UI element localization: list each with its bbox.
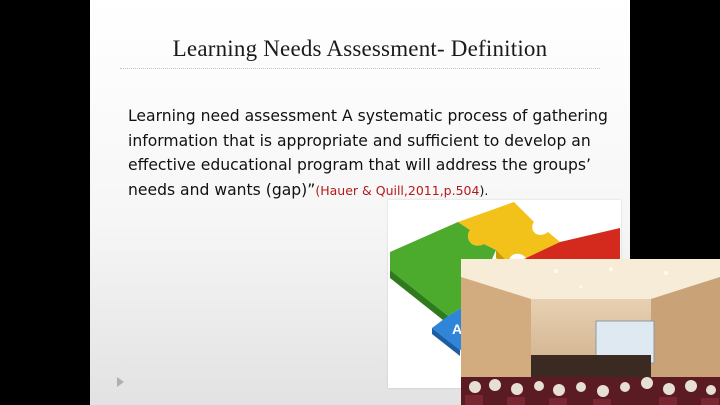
citation-tail: ). <box>479 182 489 198</box>
webcam-overlay <box>461 259 720 405</box>
definition-text: Learning need assessment A systematic pr… <box>128 104 616 203</box>
yellow-puzzle-piece <box>458 202 560 264</box>
title-divider <box>120 68 600 69</box>
next-slide-arrow-icon[interactable] <box>117 377 124 387</box>
definition-body: Learning need assessment A systematic pr… <box>128 107 608 199</box>
presentation-slide: Learning Needs Assessment- Definition Le… <box>90 0 630 405</box>
puzzle-piece-letter: A <box>452 321 462 337</box>
slide-title: Learning Needs Assessment- Definition <box>172 36 548 61</box>
citation: (Hauer & Quill,2011,p.504 <box>315 182 480 198</box>
left-letterbox <box>0 0 90 405</box>
lecture-hall-video <box>461 259 720 405</box>
